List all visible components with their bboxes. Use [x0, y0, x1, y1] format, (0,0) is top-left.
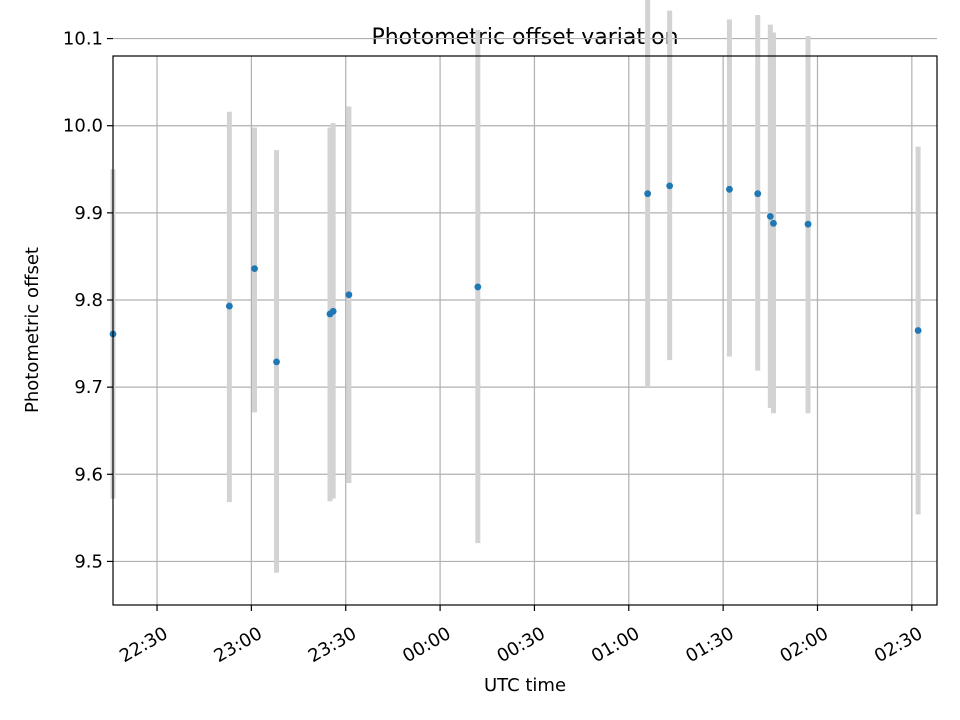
data-point [644, 190, 652, 198]
chart-title: Photometric offset variation [371, 25, 678, 50]
data-point [754, 190, 762, 198]
data-point [251, 265, 258, 273]
y-tick-label: 9.8 [74, 290, 103, 311]
data-point [770, 219, 777, 227]
data-point [345, 291, 353, 299]
y-tick-label: 10.0 [63, 116, 103, 137]
data-point [804, 220, 812, 228]
data-point [273, 358, 280, 366]
data-point [766, 212, 774, 220]
data-point [666, 182, 674, 190]
data-point [914, 327, 922, 334]
x-axis-label: UTC time [484, 675, 566, 696]
data-point [225, 302, 233, 310]
y-tick-label: 9.5 [74, 551, 103, 572]
data-point [726, 185, 733, 193]
grid [113, 37, 937, 605]
y-tick-label: 9.6 [74, 464, 103, 485]
y-axis-ticks: 9.5 9.6 9.7 9.8 9.9 10.0 10.1 [63, 29, 113, 572]
y-axis-label: Photometric offset [22, 247, 43, 413]
data-point [474, 283, 482, 291]
y-tick-label: 10.1 [63, 29, 103, 50]
data-point [329, 307, 337, 315]
data-points [109, 182, 922, 366]
y-tick-label: 9.9 [74, 203, 103, 224]
plot-frame [112, 55, 938, 606]
y-tick-label: 9.7 [74, 377, 103, 398]
